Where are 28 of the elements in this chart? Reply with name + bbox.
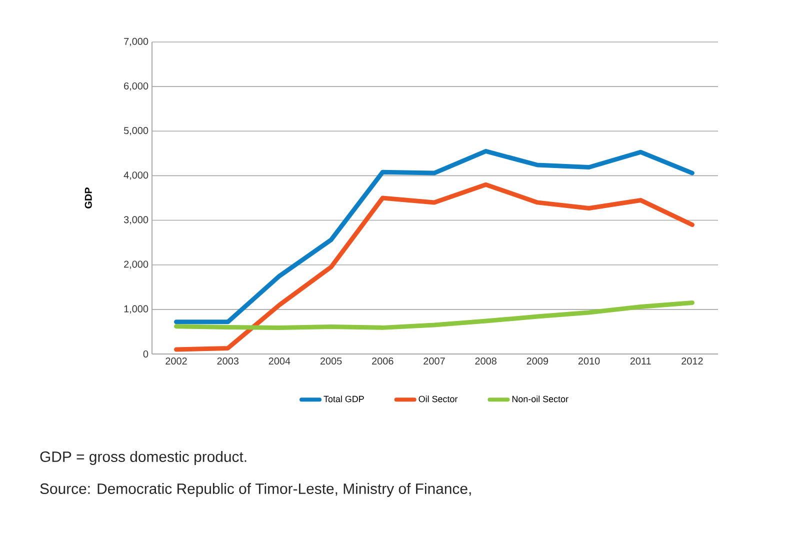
x-tick-label: 2002 — [166, 358, 187, 365]
line-series — [174, 182, 694, 352]
line-series — [174, 148, 694, 324]
x-tick-label: 2012 — [682, 358, 703, 365]
text: GDP = gross domestic product. — [40, 451, 246, 465]
legend-label: Oil Sector — [418, 396, 458, 402]
legend-label: Non-oil Sector — [512, 396, 568, 402]
y-tick-label: 4,000 — [124, 172, 148, 180]
x-tick-label: 2008 — [475, 358, 496, 365]
x-tick-label: 2009 — [526, 358, 548, 365]
x-tick-label: 2005 — [320, 358, 342, 365]
source-note: Source: Democratic Republic of Timor-Leste, Ministry of Finance, — [40, 483, 471, 497]
y-tick-label: 6,000 — [124, 82, 148, 91]
y-tick-label: 3,000 — [124, 216, 148, 224]
line-series — [174, 300, 694, 330]
y-tick-label: 1,000 — [124, 305, 148, 314]
y-axis-title: GDP — [84, 188, 92, 208]
x-tick-label: 2007 — [424, 358, 445, 365]
y-tick-label: 0 — [143, 350, 148, 358]
x-tick-label: 2003 — [217, 358, 238, 365]
y-tick-label: 5,000 — [124, 127, 148, 136]
legend-label: Total GDP — [324, 396, 364, 402]
x-tick-label: 2004 — [268, 358, 290, 365]
x-tick-label: 2006 — [372, 358, 394, 365]
x-tick-label: 2011 — [630, 358, 651, 365]
y-tick-label: 2,000 — [124, 260, 148, 269]
x-tick-label: 2010 — [578, 358, 600, 365]
y-tick-label: 7,000 — [124, 38, 148, 46]
